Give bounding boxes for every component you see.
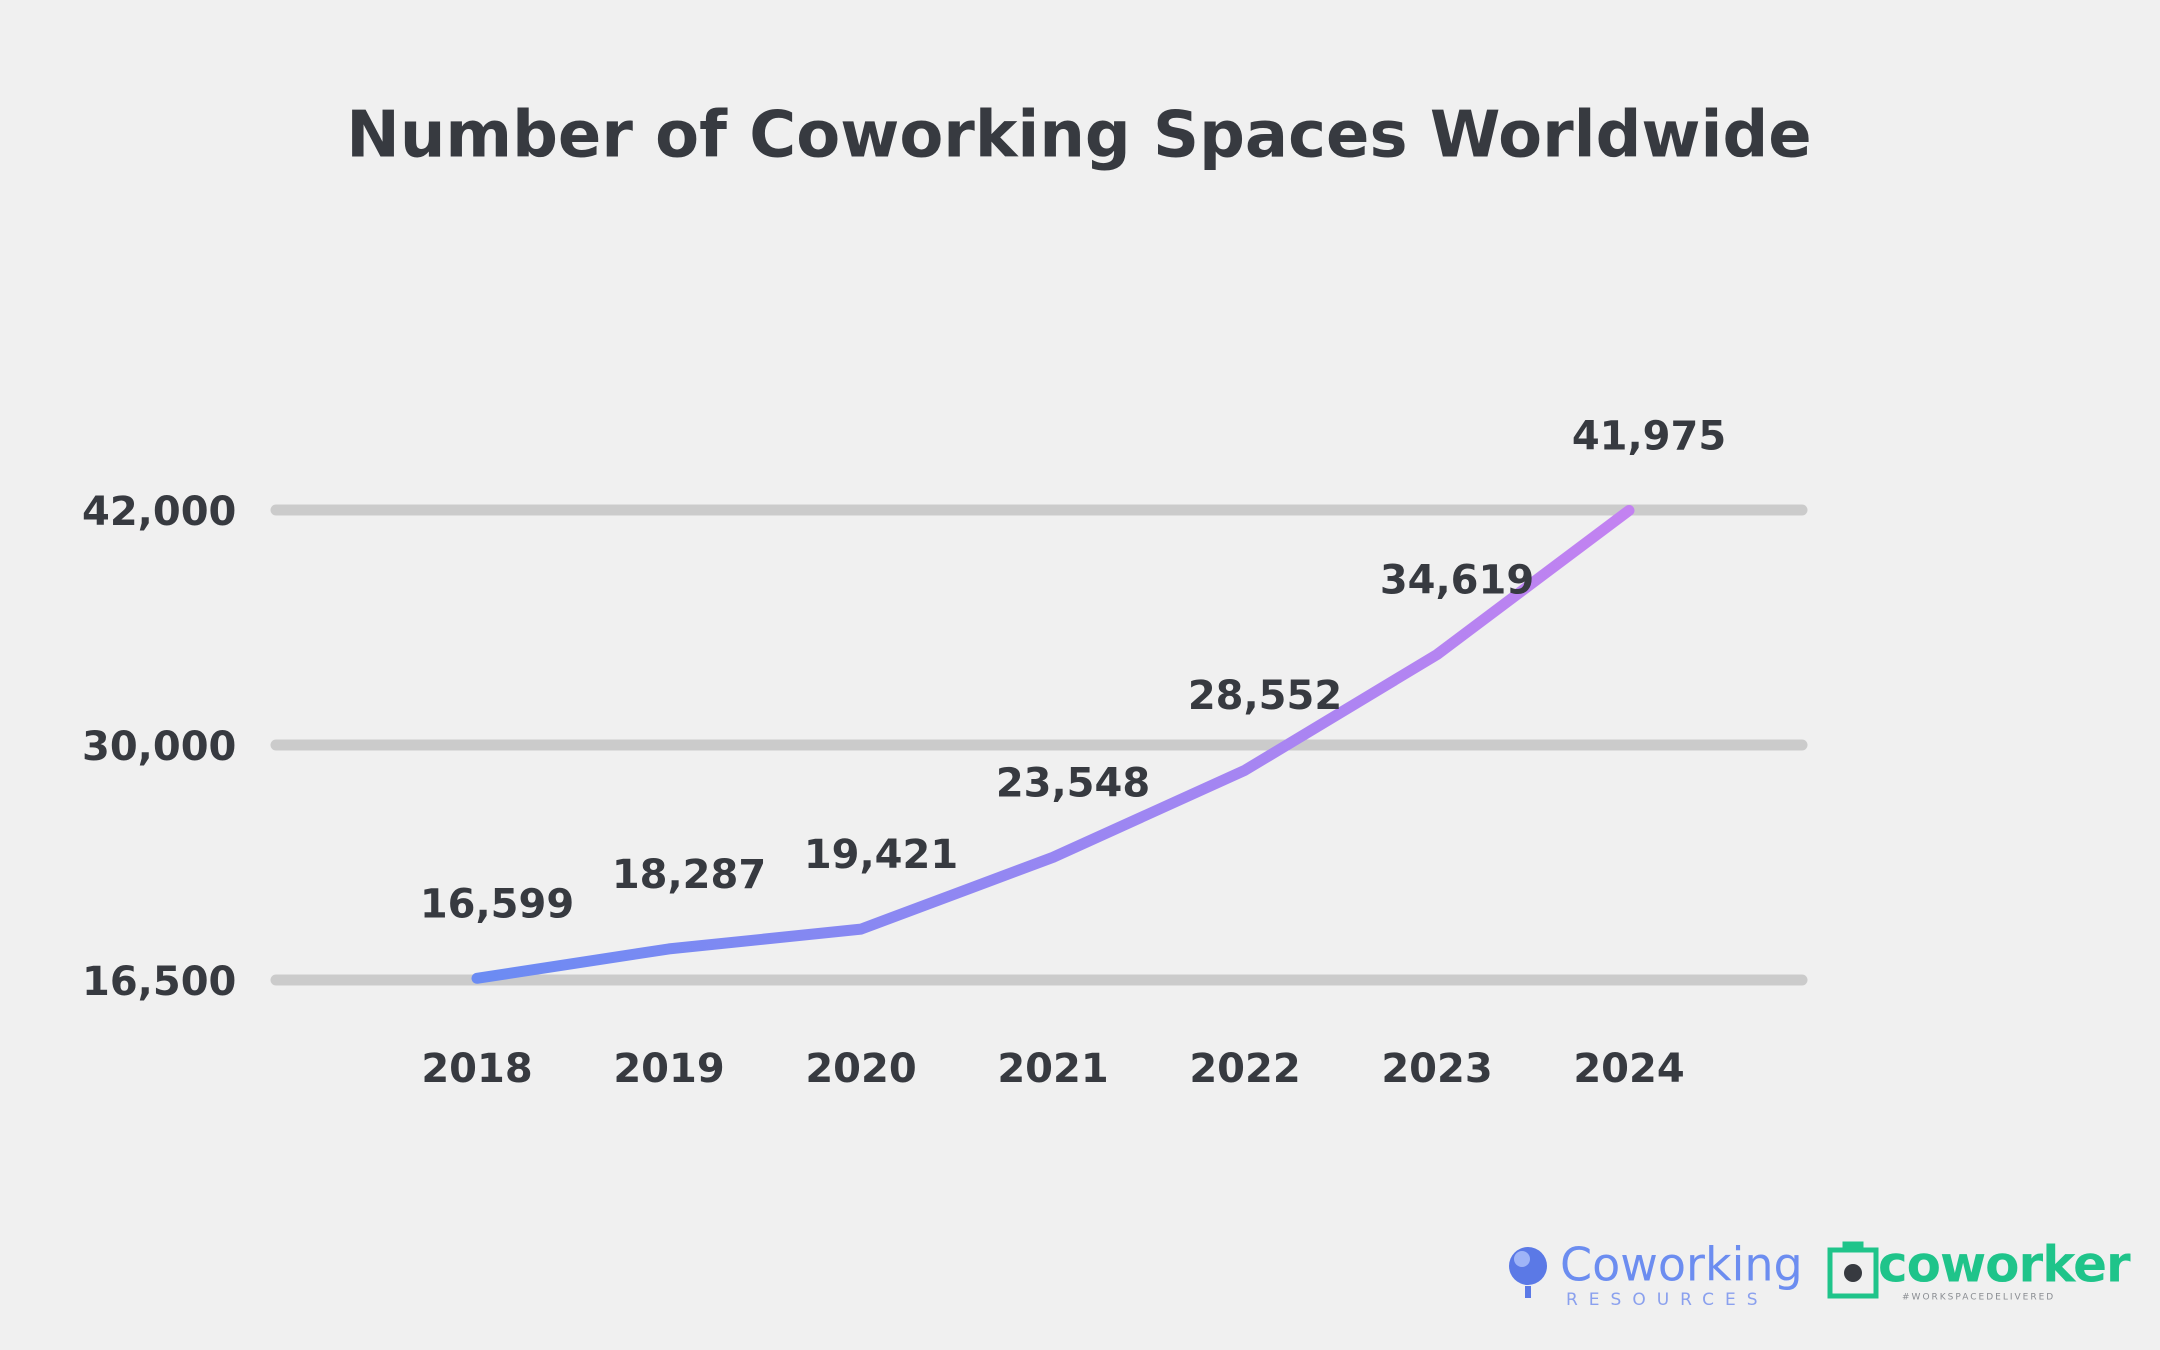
y-tick-label: 30,000 [82, 724, 236, 770]
data-label: 41,975 [1572, 413, 1726, 459]
data-label: 16,599 [420, 881, 574, 927]
globe-icon [1509, 1247, 1547, 1285]
data-label: 19,421 [804, 832, 958, 878]
data-line [471, 504, 1635, 984]
logo-text: coworker [1878, 1236, 2131, 1294]
footer-logos: Coworking RESOURCES coworker #WORKSPACED… [1509, 1236, 2132, 1310]
x-tick-label: 2022 [1189, 1046, 1300, 1092]
data-label: 23,548 [996, 760, 1150, 806]
x-tick-label: 2020 [805, 1046, 916, 1092]
logo-text: Coworking [1560, 1238, 1803, 1292]
chart-title: Number of Coworking Spaces Worldwide [346, 99, 1811, 173]
y-tick-label: 16,500 [82, 959, 236, 1005]
x-tick-label: 2019 [613, 1046, 724, 1092]
pin-icon [1844, 1264, 1862, 1282]
x-tick-label: 2018 [421, 1046, 532, 1092]
y-tick-label: 42,000 [82, 489, 236, 535]
x-tick-label: 2023 [1381, 1046, 1492, 1092]
data-label: 18,287 [612, 852, 766, 898]
coworker-icon [1827, 1241, 1879, 1299]
globe-highlight [1514, 1251, 1530, 1267]
logo-subtext: RESOURCES [1566, 1290, 1769, 1310]
x-tick-label: 2024 [1573, 1046, 1684, 1092]
globe-stand [1525, 1286, 1531, 1298]
logo-subtext: #WORKSPACEDELIVERED [1902, 1293, 2055, 1303]
data-label: 34,619 [1380, 558, 1534, 604]
data-label: 28,552 [1188, 673, 1342, 719]
x-tick-label: 2021 [997, 1046, 1108, 1092]
